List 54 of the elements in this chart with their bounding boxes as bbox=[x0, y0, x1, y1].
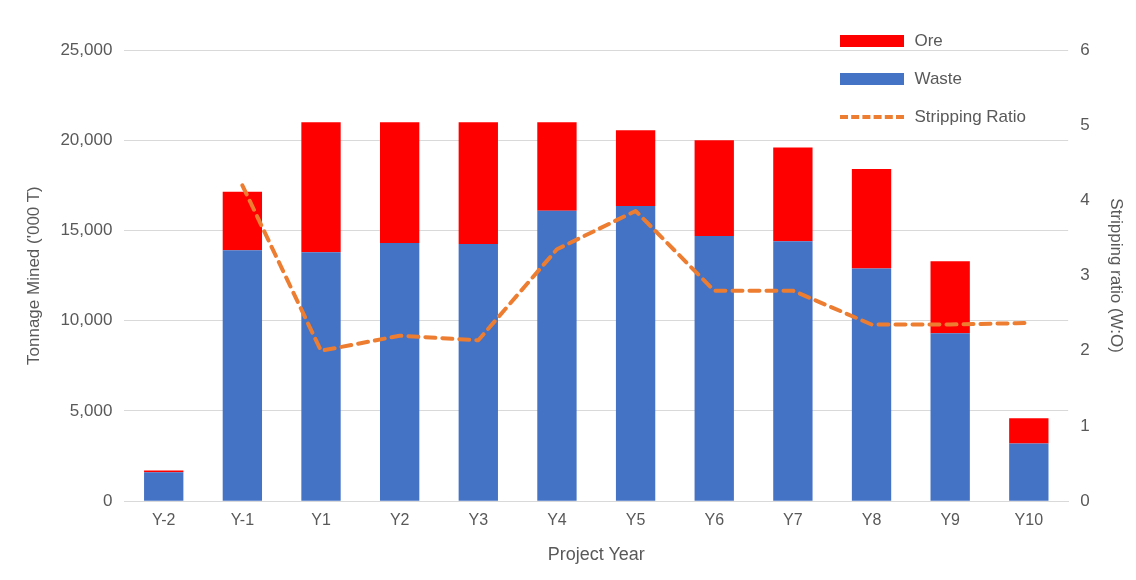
y-tick-label: 15,000 bbox=[60, 220, 113, 240]
bar bbox=[773, 147, 813, 242]
y-tick-label: 20,000 bbox=[60, 129, 113, 149]
x-tick-label: Y6 bbox=[704, 511, 725, 529]
x-tick-label: Y3 bbox=[468, 511, 489, 529]
bar bbox=[694, 140, 734, 236]
bar bbox=[144, 472, 184, 501]
x-tick-label: Y2 bbox=[389, 511, 410, 529]
y2-tick-label: 2 bbox=[1080, 340, 1090, 360]
x-tick-label: Y5 bbox=[625, 511, 646, 529]
y-tick-label: 25,000 bbox=[60, 39, 113, 59]
bar bbox=[930, 333, 970, 501]
bar bbox=[694, 235, 734, 501]
bar bbox=[380, 122, 420, 244]
bar bbox=[458, 244, 498, 501]
x-tick-label: Y10 bbox=[1014, 511, 1044, 529]
x-tick-label: Y-2 bbox=[152, 511, 176, 529]
y-tick-label: 10,000 bbox=[60, 310, 113, 330]
bar bbox=[301, 252, 341, 501]
x-tick-label: Y1 bbox=[311, 511, 331, 529]
y2-tick-label: 0 bbox=[1080, 490, 1090, 510]
bar bbox=[615, 130, 656, 207]
bar bbox=[1009, 418, 1049, 444]
y2-tick-label: 6 bbox=[1080, 39, 1090, 59]
bar bbox=[615, 206, 656, 501]
x-tick-label: Y4 bbox=[547, 511, 567, 529]
bar bbox=[1009, 443, 1049, 501]
y2-tick-label: 1 bbox=[1080, 415, 1090, 435]
legend-label: Waste bbox=[914, 69, 963, 89]
y2-tick-label: 4 bbox=[1080, 190, 1090, 210]
bar bbox=[537, 210, 577, 501]
y-axis-title: Tonnage Mined ('000 T) bbox=[23, 186, 43, 365]
x-tick-label: Y8 bbox=[861, 511, 882, 529]
bar bbox=[537, 122, 577, 211]
bar bbox=[301, 122, 341, 253]
y-tick-label: 0 bbox=[102, 490, 113, 510]
bar bbox=[930, 261, 970, 334]
y2-axis-title: Stripping ratio (W:O) bbox=[1107, 198, 1127, 353]
bar bbox=[380, 243, 420, 501]
legend-label: Ore bbox=[914, 31, 943, 51]
y-tick-label: 5,000 bbox=[69, 400, 113, 420]
y2-tick-label: 3 bbox=[1080, 265, 1090, 285]
x-axis-title: Project Year bbox=[547, 544, 645, 565]
bar bbox=[851, 169, 892, 269]
bar bbox=[458, 122, 498, 245]
bar bbox=[222, 191, 263, 251]
x-tick-label: Y9 bbox=[940, 511, 961, 529]
legend-label: Stripping Ratio bbox=[914, 107, 1026, 127]
bar bbox=[773, 241, 813, 501]
y2-tick-label: 5 bbox=[1080, 114, 1090, 134]
x-tick-label: Y7 bbox=[783, 511, 803, 529]
bar bbox=[851, 268, 892, 501]
bar bbox=[222, 250, 263, 501]
x-tick-label: Y-1 bbox=[230, 511, 255, 529]
